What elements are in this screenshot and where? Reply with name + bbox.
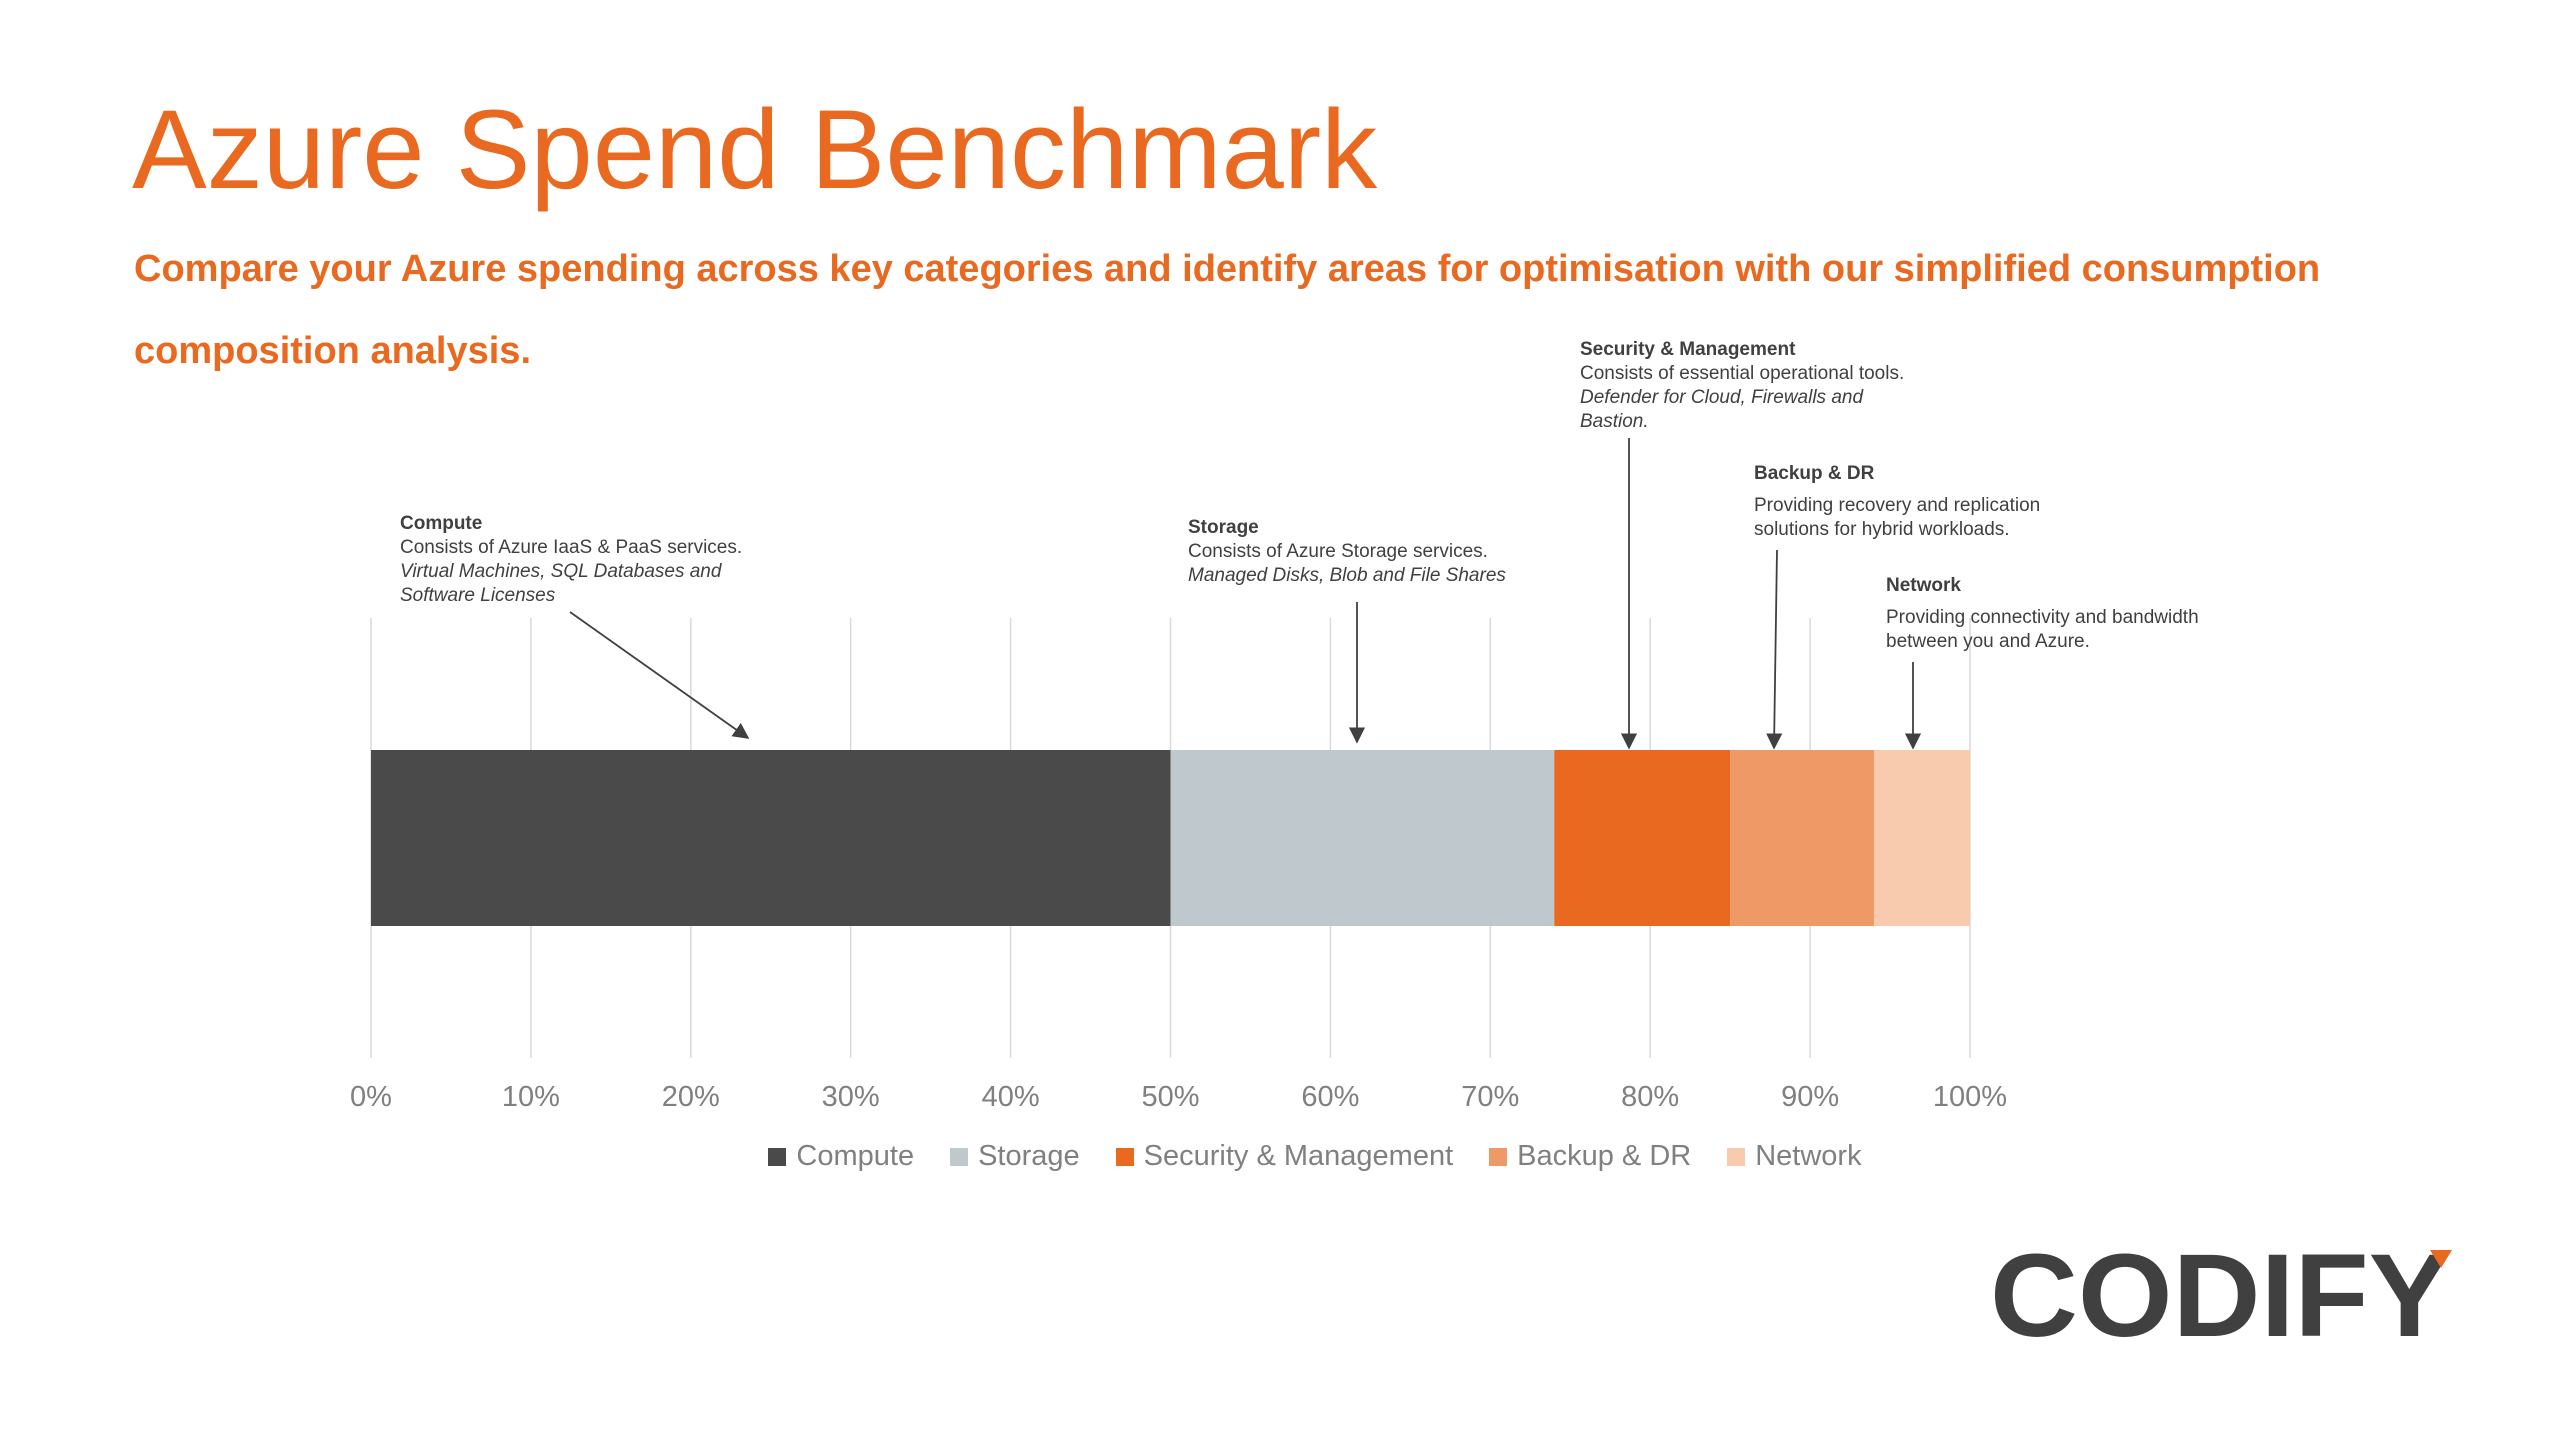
callout-arrow xyxy=(569,611,750,739)
annotation-storage-line1: Consists of Azure Storage services. xyxy=(1188,541,1488,562)
annotation-compute-line2: Virtual Machines, SQL Databases and xyxy=(400,561,722,582)
chart-legend: Compute Storage Security & Management Backu… xyxy=(0,1140,2560,1173)
annotation-backup-line2: solutions for hybrid workloads. xyxy=(1754,519,2010,540)
x-tick-label: 60% xyxy=(1301,1081,1359,1113)
annotation-storage-line2: Managed Disks, Blob and File Shares xyxy=(1188,565,1506,586)
legend-label: Security & Management xyxy=(1143,1140,1454,1172)
annotation-storage-heading: Storage xyxy=(1188,517,1259,538)
legend-swatch xyxy=(1727,1147,1746,1166)
legend-item: Security & Management xyxy=(1115,1140,1454,1173)
legend-swatch xyxy=(950,1147,969,1166)
legend-item: Network xyxy=(1727,1140,1862,1173)
annotation-compute-heading: Compute xyxy=(400,513,483,534)
x-tick-label: 40% xyxy=(982,1081,1040,1113)
legend-swatch xyxy=(1489,1147,1508,1166)
x-tick-label: 100% xyxy=(1933,1081,2007,1113)
annotation-network: Network Providing connectivity and bandw… xyxy=(1886,574,2199,654)
bar-segment-security-management xyxy=(1554,750,1731,926)
page-title: Azure Spend Benchmark xyxy=(132,87,1378,212)
annotation-security-heading: Security & Management xyxy=(1580,339,1796,360)
annotation-compute: Compute Consists of Azure IaaS & PaaS se… xyxy=(400,512,742,608)
annotation-compute-line3: Software Licenses xyxy=(400,585,556,606)
annotation-backup: Backup & DR Providing recovery and repli… xyxy=(1754,462,2040,542)
legend-label: Storage xyxy=(978,1140,1080,1172)
annotation-storage: Storage Consists of Azure Storage servic… xyxy=(1188,516,1506,588)
callout-arrow xyxy=(1766,549,1783,750)
bar-segment-network xyxy=(1874,750,1970,926)
bar-segment-backup-dr xyxy=(1730,750,1875,926)
legend-label: Compute xyxy=(796,1140,915,1172)
annotation-security-line3: Bastion. xyxy=(1580,411,1649,432)
x-tick-label: 0% xyxy=(350,1081,392,1113)
annotation-backup-heading: Backup & DR xyxy=(1754,463,1875,484)
legend-swatch xyxy=(768,1147,787,1166)
x-tick-label: 80% xyxy=(1621,1081,1679,1113)
legend-item: Backup & DR xyxy=(1489,1140,1691,1173)
logo-accent xyxy=(2430,1250,2452,1268)
logo-wordmark: CODIFY xyxy=(1990,1236,2450,1346)
bar-segment-compute xyxy=(371,750,1171,926)
bar-segment-storage xyxy=(1170,750,1555,926)
legend-item: Compute xyxy=(768,1140,914,1173)
annotation-security-line1: Consists of essential operational tools. xyxy=(1580,363,1905,384)
page-subtitle: Compare your Azure spending across key c… xyxy=(134,248,2321,372)
annotation-network-line2: between you and Azure. xyxy=(1886,631,2090,652)
annotation-security: Security & Management Consists of essent… xyxy=(1580,338,1904,434)
legend-label: Network xyxy=(1755,1140,1862,1172)
x-tick-label: 30% xyxy=(822,1081,880,1113)
x-tick-label: 90% xyxy=(1781,1081,1839,1113)
legend-item: Storage xyxy=(950,1140,1080,1173)
annotation-security-line2: Defender for Cloud, Firewalls and xyxy=(1580,387,1864,408)
x-tick-label: 10% xyxy=(502,1081,560,1113)
legend-swatch xyxy=(1115,1147,1134,1166)
x-tick-label: 20% xyxy=(662,1081,720,1113)
annotation-network-heading: Network xyxy=(1886,575,1961,596)
annotation-network-line1: Providing connectivity and bandwidth xyxy=(1886,607,2199,628)
annotation-compute-line1: Consists of Azure IaaS & PaaS services. xyxy=(400,537,743,558)
x-tick-label: 70% xyxy=(1461,1081,1519,1113)
x-tick-label: 50% xyxy=(1141,1081,1199,1113)
codify-logo: CODIFY xyxy=(1990,1236,2452,1346)
annotation-backup-line1: Providing recovery and replication xyxy=(1754,495,2041,516)
legend-label: Backup & DR xyxy=(1517,1140,1692,1172)
